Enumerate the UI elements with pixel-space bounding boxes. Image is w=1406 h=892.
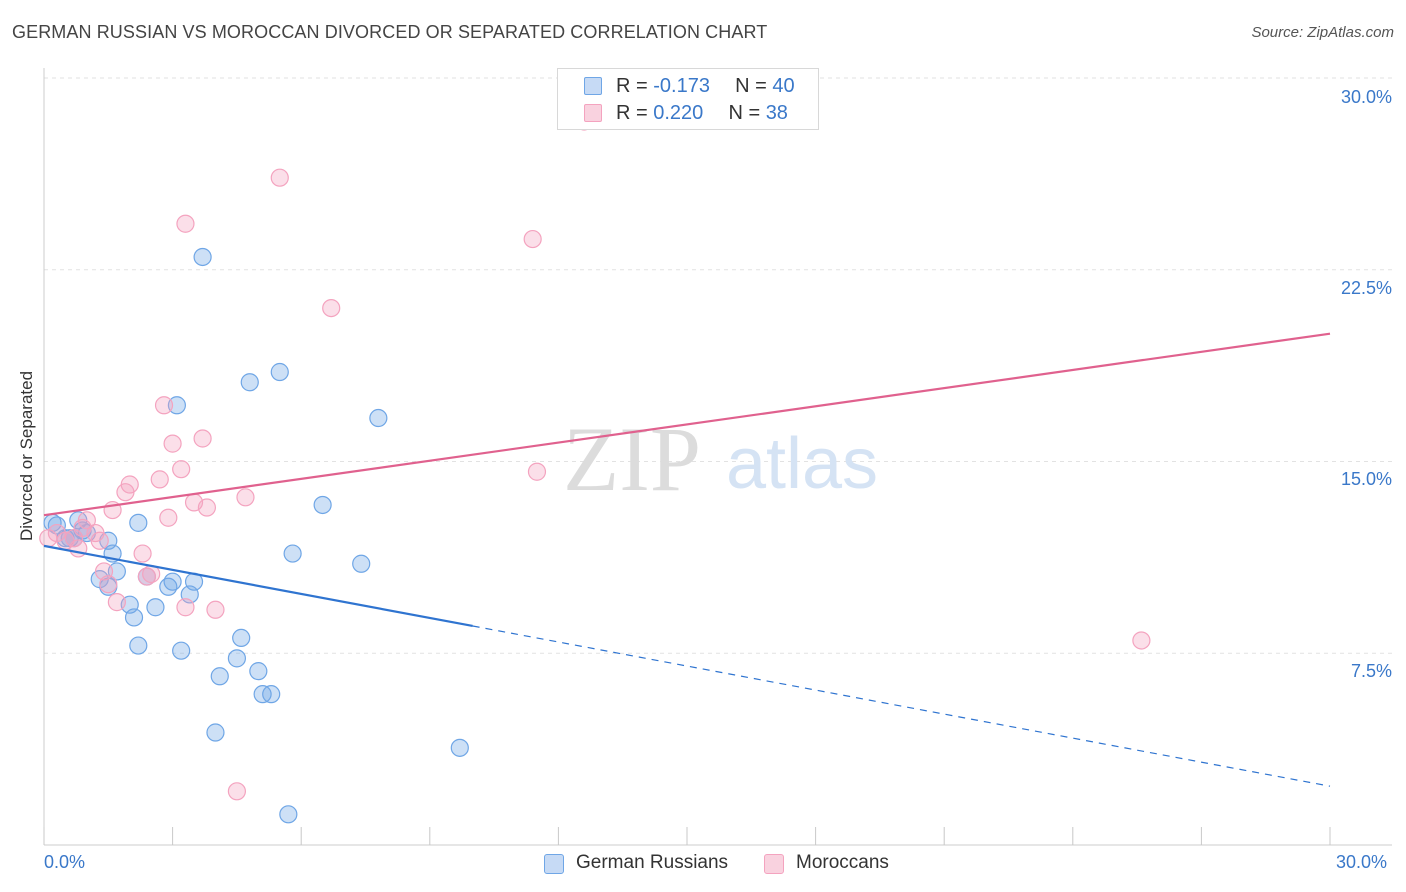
german-russians-point [240, 373, 259, 392]
german-russians-point [47, 516, 66, 535]
n-value: 38 [765, 102, 788, 124]
r-label: R = [616, 75, 648, 97]
watermark-zip: ZIP [563, 408, 701, 510]
moroccans-point [227, 782, 246, 801]
german-russians-point [206, 723, 225, 742]
german-russians-point [167, 396, 186, 415]
german-russians-swatch [584, 77, 602, 95]
moroccans-point [99, 575, 118, 594]
german-russians-point [129, 636, 148, 655]
n-label: N = [735, 75, 767, 97]
german-russians-point [107, 562, 126, 581]
moroccans-point [270, 168, 289, 187]
german-russians-point [124, 608, 144, 627]
y-axis-label: Divorced or Separated [17, 370, 36, 542]
german-russians-point [279, 805, 298, 824]
moroccans-point [1132, 631, 1151, 650]
moroccans-point [193, 429, 212, 448]
moroccans-point [133, 544, 152, 563]
moroccans-point [172, 460, 191, 479]
german-russians-point [283, 544, 302, 563]
moroccans-trend-line [43, 332, 1331, 517]
moroccans-point [150, 470, 169, 489]
german-russians-point [193, 247, 212, 267]
german-russians-trend-line [43, 544, 473, 628]
y-tick-label: 7.5% [1350, 661, 1392, 681]
german-russians-point [172, 641, 191, 660]
german-russians-point [249, 662, 268, 681]
moroccans-point [236, 488, 255, 507]
axes [43, 68, 1392, 846]
moroccans-point [90, 531, 109, 550]
watermark-atlas: atlas [726, 424, 878, 504]
grid-lines [44, 77, 1392, 654]
y-tick-label: 15.0% [1340, 469, 1392, 489]
moroccans-point [523, 229, 542, 249]
german-russians-point [232, 628, 251, 648]
x-tick-label: 0.0% [44, 852, 86, 872]
moroccans-legend-swatch [764, 854, 784, 874]
moroccans-point [176, 214, 195, 233]
legend-label: German Russians [576, 852, 729, 873]
moroccans-point [107, 593, 126, 612]
moroccans-point [120, 475, 139, 494]
german-russians-legend-swatch [544, 854, 564, 874]
moroccans-point [322, 299, 341, 318]
german-russians-point [369, 408, 388, 428]
n-value: 40 [772, 75, 795, 97]
y-tick-label: 22.5% [1340, 278, 1392, 298]
german-russians-point [450, 738, 469, 757]
german-russians-point [146, 598, 165, 617]
german-russians-point [129, 513, 148, 532]
moroccans-point [159, 508, 178, 527]
r-value: -0.173 [653, 75, 710, 97]
german-russians-point [210, 667, 229, 686]
n-label: N = [728, 102, 761, 124]
chart-title: GERMAN RUSSIAN VS MOROCCAN DIVORCED OR S… [12, 22, 768, 42]
moroccans-point [206, 600, 225, 619]
stats-legend: R = -0.173 N = 40 R = 0.220 N = 38 [557, 68, 819, 130]
moroccans-point [163, 434, 182, 453]
moroccans-point [176, 598, 195, 617]
moroccans-point [77, 511, 96, 530]
german-russians-point [262, 685, 281, 704]
moroccans-swatch [584, 104, 602, 122]
y-tick-label: 30.0% [1340, 87, 1392, 107]
german-russians-trend-extension [472, 625, 1331, 787]
german-russians-point [270, 362, 289, 382]
german-russians-point [352, 554, 371, 573]
moroccans-point [527, 462, 547, 481]
german-russians-point [227, 649, 246, 668]
source-label: Source: ZipAtlas.com [1251, 24, 1394, 41]
r-value: 0.220 [653, 102, 704, 124]
german-russians-point [163, 572, 182, 591]
moroccans-point [154, 396, 174, 415]
r-label: R = [616, 102, 648, 124]
german-russians-point [313, 495, 332, 515]
moroccans-point [197, 498, 216, 517]
legend-label: Moroccans [796, 852, 889, 873]
watermark: ZIP atlas [563, 408, 878, 510]
x-tick-label: 30.0% [1336, 852, 1388, 872]
